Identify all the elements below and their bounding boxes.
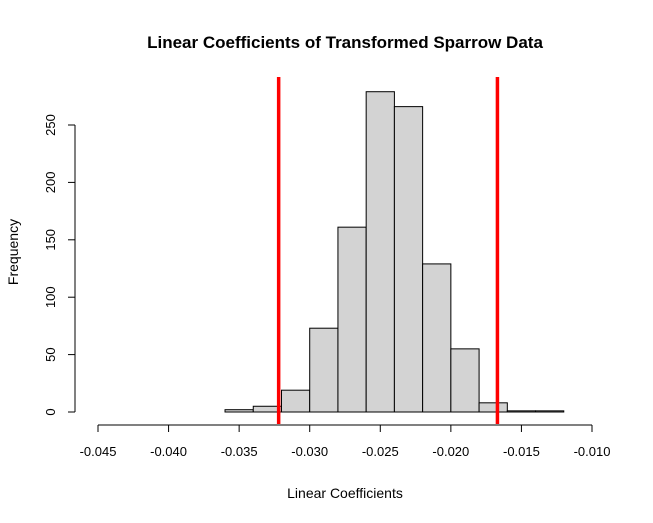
x-tick-label: -0.030	[291, 444, 328, 459]
histogram-bar	[478, 402, 508, 413]
x-tick-label: -0.025	[362, 444, 399, 459]
chart-title: Linear Coefficients of Transformed Sparr…	[147, 33, 543, 52]
y-tick-label: 100	[43, 286, 58, 308]
histogram-bar	[535, 410, 565, 413]
y-tick-label: 0	[43, 408, 58, 415]
y-tick-label: 200	[43, 172, 58, 194]
reference-lines-group	[276, 77, 500, 424]
histogram-bar	[393, 106, 424, 413]
histogram-bar	[337, 226, 367, 413]
y-tick-label: 150	[43, 229, 58, 251]
y-axis: 0 50 100 150 200 250	[43, 114, 76, 416]
x-tick-label: -0.015	[503, 444, 540, 459]
bars-group	[224, 91, 565, 413]
x-tick-label: -0.010	[574, 444, 611, 459]
x-tick-label: -0.020	[432, 444, 469, 459]
y-axis-label: Frequency	[5, 219, 21, 285]
histogram-bar	[280, 389, 311, 413]
histogram-bar	[506, 410, 537, 413]
histogram-bar	[224, 409, 254, 413]
histogram-bar	[309, 327, 339, 413]
y-tick-label: 50	[43, 347, 58, 361]
x-tick-label: -0.045	[80, 444, 117, 459]
x-axis: -0.045 -0.040 -0.035 -0.030 -0.025 -0.020 -0.0…	[80, 424, 611, 459]
x-axis-label: Linear Coefficients	[287, 485, 403, 501]
histogram-bar	[450, 348, 480, 413]
x-tick-label: -0.035	[221, 444, 258, 459]
y-tick-label: 250	[43, 114, 58, 136]
histogram-bar	[422, 263, 452, 413]
histogram-bar	[365, 91, 395, 413]
x-tick-label: -0.040	[150, 444, 187, 459]
